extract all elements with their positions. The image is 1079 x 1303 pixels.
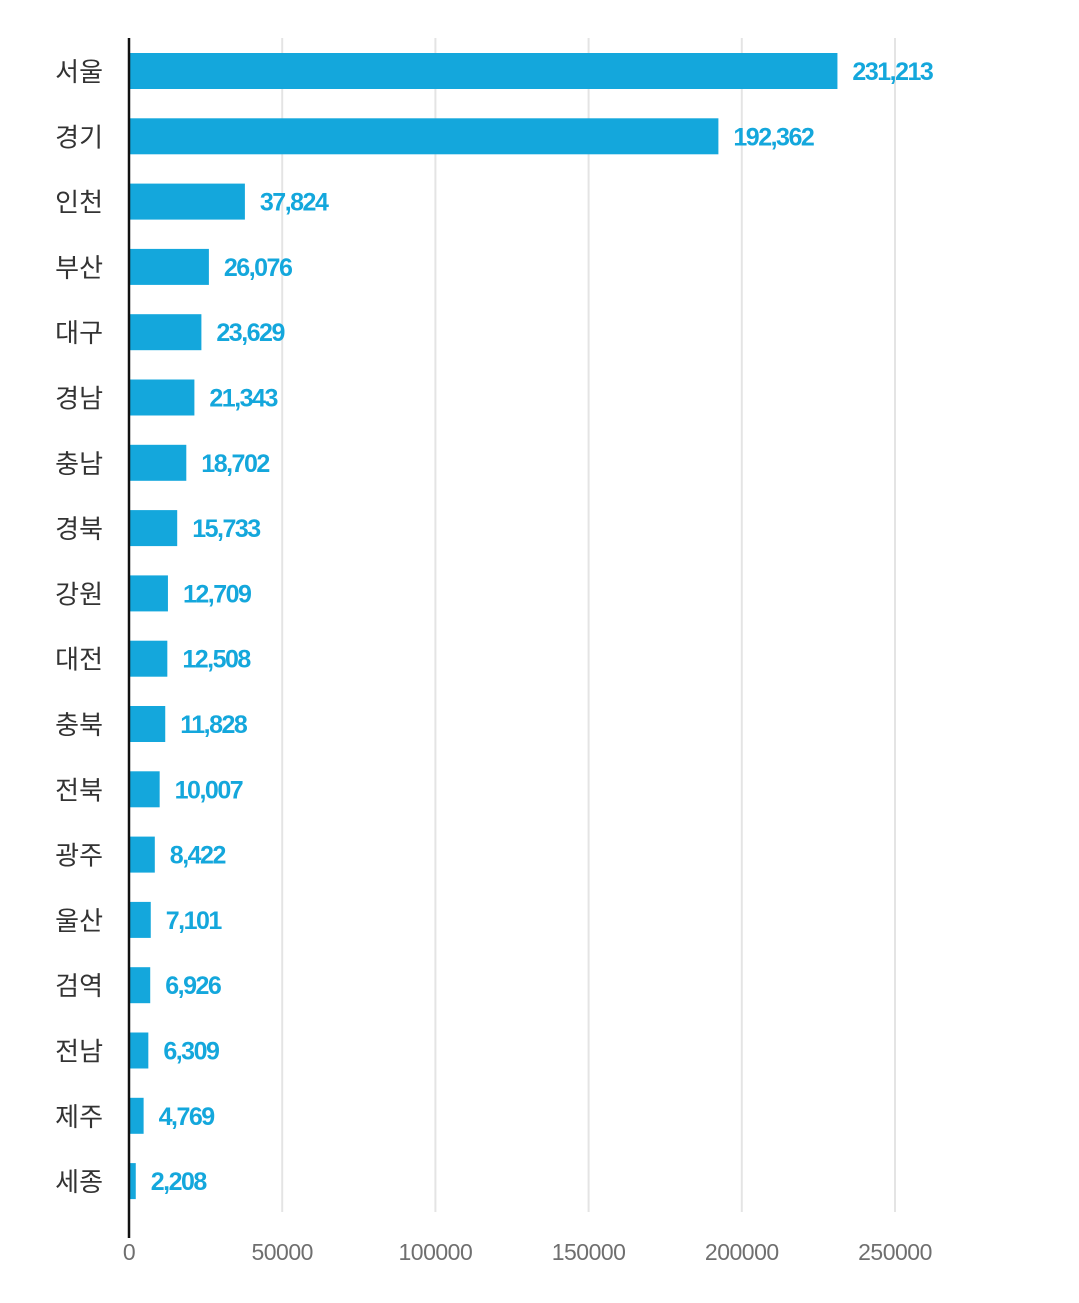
- bar: [129, 1097, 144, 1134]
- bar: [129, 575, 168, 612]
- category-label: 경남: [55, 385, 103, 415]
- category-label: 경기: [55, 123, 103, 153]
- bar-value-label: 11,828: [180, 711, 248, 739]
- bar-value-label: 6,309: [163, 1038, 219, 1066]
- bar: [129, 771, 160, 808]
- x-tick-label: 0: [123, 1239, 135, 1265]
- category-label: 경북: [55, 515, 103, 545]
- bar-value-label: 7,101: [166, 907, 223, 935]
- bar-value-label: 18,702: [201, 450, 269, 478]
- category-label: 충남: [55, 450, 103, 480]
- x-tick-label: 100000: [399, 1239, 473, 1265]
- bar-value-label: 4,769: [159, 1103, 215, 1131]
- bars: [129, 53, 838, 1200]
- bar-value-label: 23,629: [216, 319, 284, 347]
- bar-value-label: 12,709: [183, 580, 251, 608]
- category-label: 대구: [55, 319, 103, 349]
- bar-value-label: 6,926: [165, 972, 221, 1000]
- x-axis-tick-labels: 0 50000 100000 150000 200000 250000: [123, 1239, 933, 1265]
- category-label: 서울: [55, 58, 103, 88]
- bar: [129, 901, 151, 938]
- x-tick-label: 150000: [552, 1239, 626, 1265]
- bar: [129, 640, 168, 677]
- category-label: 제주: [55, 1103, 103, 1133]
- category-label: 충북: [55, 711, 103, 741]
- bar: [129, 836, 155, 873]
- category-label: 광주: [55, 842, 103, 872]
- bar: [129, 967, 151, 1004]
- category-label: 전북: [55, 776, 103, 806]
- category-label: 세종: [55, 1168, 103, 1198]
- x-tick-label: 200000: [705, 1239, 779, 1265]
- bar-value-label: 192,362: [733, 123, 813, 151]
- bar-value-label: 26,076: [224, 254, 292, 282]
- category-label: 검역: [55, 972, 103, 1002]
- bar: [129, 444, 187, 481]
- bar: [129, 248, 209, 285]
- category-label: 강원: [55, 580, 103, 610]
- category-label: 부산: [55, 254, 103, 284]
- bar-value-label: 8,422: [170, 842, 226, 870]
- bar-value-label: 15,733: [192, 515, 260, 543]
- gridlines: [281, 38, 896, 1212]
- bar-value-label: 231,213: [852, 58, 932, 86]
- bar: [129, 118, 719, 155]
- bar: [129, 183, 245, 220]
- bar-value-label: 2,208: [151, 1168, 208, 1196]
- bar: [129, 1032, 149, 1069]
- category-label: 대전: [55, 646, 103, 676]
- bar: [129, 379, 195, 416]
- bar-value-label: 37,824: [260, 189, 329, 217]
- x-tick-label: 50000: [251, 1239, 312, 1265]
- category-label: 울산: [55, 907, 103, 937]
- bar: [129, 1163, 136, 1200]
- bar: [129, 706, 166, 742]
- x-tick-label: 250000: [858, 1239, 932, 1265]
- bar: [129, 53, 838, 89]
- bar: [129, 510, 178, 547]
- category-label: 인천: [55, 189, 103, 219]
- bar-value-label: 21,343: [209, 385, 277, 413]
- value-labels: 231,213 192,362 37,824 26,076 23,629 21,343 18…: [151, 58, 935, 1196]
- bar: [129, 314, 202, 351]
- category-label: 전남: [55, 1038, 103, 1068]
- bar-value-label: 10,007: [175, 776, 243, 804]
- bar-value-label: 12,508: [182, 646, 251, 674]
